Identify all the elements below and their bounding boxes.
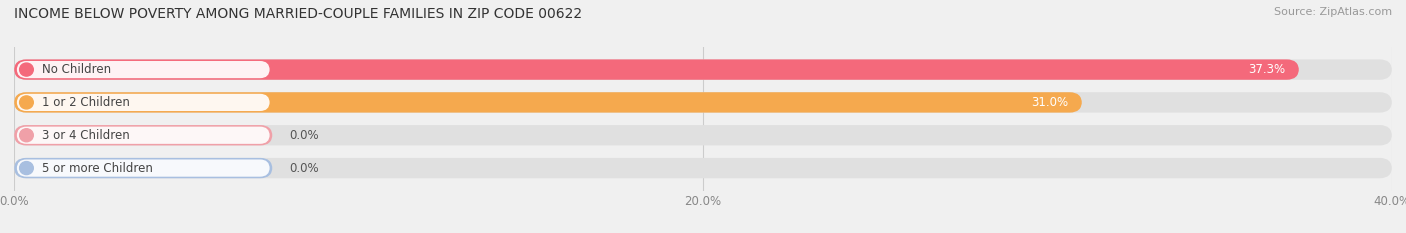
FancyBboxPatch shape xyxy=(17,94,270,111)
FancyBboxPatch shape xyxy=(14,59,1392,80)
Text: 3 or 4 Children: 3 or 4 Children xyxy=(42,129,129,142)
Text: 31.0%: 31.0% xyxy=(1031,96,1069,109)
Text: Source: ZipAtlas.com: Source: ZipAtlas.com xyxy=(1274,7,1392,17)
FancyBboxPatch shape xyxy=(14,92,1392,113)
Text: 37.3%: 37.3% xyxy=(1249,63,1285,76)
FancyBboxPatch shape xyxy=(14,158,273,178)
Circle shape xyxy=(20,96,34,109)
FancyBboxPatch shape xyxy=(14,158,1392,178)
Text: 0.0%: 0.0% xyxy=(290,129,319,142)
Text: 0.0%: 0.0% xyxy=(290,161,319,175)
Circle shape xyxy=(20,63,34,76)
Circle shape xyxy=(20,161,34,175)
FancyBboxPatch shape xyxy=(14,92,1083,113)
Text: No Children: No Children xyxy=(42,63,111,76)
FancyBboxPatch shape xyxy=(17,61,270,78)
Circle shape xyxy=(20,129,34,142)
FancyBboxPatch shape xyxy=(17,127,270,144)
Text: 5 or more Children: 5 or more Children xyxy=(42,161,153,175)
FancyBboxPatch shape xyxy=(14,125,273,145)
FancyBboxPatch shape xyxy=(14,125,1392,145)
Text: INCOME BELOW POVERTY AMONG MARRIED-COUPLE FAMILIES IN ZIP CODE 00622: INCOME BELOW POVERTY AMONG MARRIED-COUPL… xyxy=(14,7,582,21)
FancyBboxPatch shape xyxy=(14,59,1299,80)
FancyBboxPatch shape xyxy=(17,159,270,177)
Text: 1 or 2 Children: 1 or 2 Children xyxy=(42,96,129,109)
